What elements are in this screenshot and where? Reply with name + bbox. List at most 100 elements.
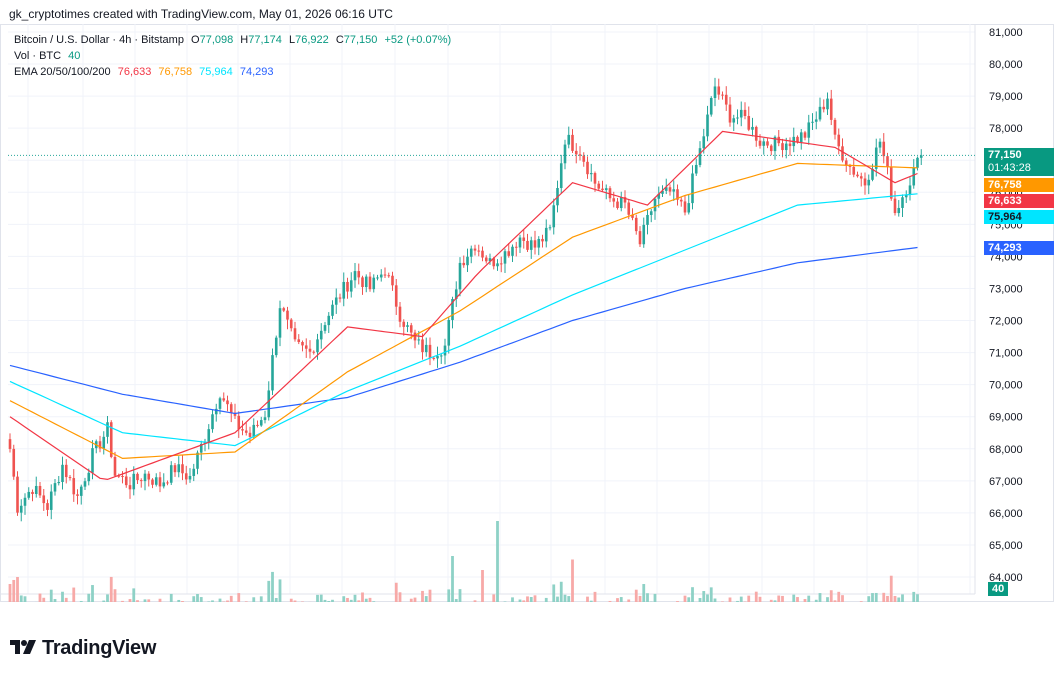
candle-body bbox=[151, 479, 154, 485]
ema20-line bbox=[9, 130, 918, 481]
candle-body bbox=[537, 238, 541, 248]
volume-bar bbox=[829, 590, 833, 602]
volume-bar bbox=[814, 599, 818, 602]
ema-label[interactable]: EMA 20/50/100/200 bbox=[14, 66, 111, 78]
volume-bar bbox=[331, 599, 334, 602]
candle-body bbox=[432, 357, 436, 359]
candle-body bbox=[691, 173, 694, 204]
candle-body bbox=[27, 491, 31, 498]
volume-bar bbox=[169, 593, 173, 602]
volume-bar bbox=[901, 594, 904, 602]
tradingview-logo-icon bbox=[10, 639, 36, 654]
volume-bar bbox=[181, 601, 184, 602]
candle-body bbox=[728, 104, 732, 123]
candle-body bbox=[274, 337, 278, 356]
candle-body bbox=[199, 443, 203, 453]
candle-body bbox=[507, 251, 511, 256]
candle-body bbox=[773, 136, 777, 152]
volume-bar bbox=[79, 600, 83, 602]
candle-body bbox=[818, 106, 822, 120]
volume-bar bbox=[451, 556, 454, 602]
candle-body bbox=[136, 473, 139, 481]
low-key: L bbox=[288, 34, 296, 46]
candle-body bbox=[181, 464, 184, 474]
candle-body bbox=[916, 157, 919, 168]
candle-body bbox=[886, 156, 889, 167]
candle-body bbox=[372, 277, 376, 290]
volume-label[interactable]: Vol · BTC bbox=[14, 50, 62, 62]
volume-bar bbox=[364, 598, 368, 602]
candle-body bbox=[139, 480, 143, 482]
candle-body bbox=[518, 237, 522, 248]
volume-bar bbox=[413, 597, 417, 602]
candle-body bbox=[492, 258, 496, 267]
candle-body bbox=[747, 116, 751, 130]
candle-body bbox=[496, 263, 499, 267]
candle-body bbox=[233, 412, 237, 416]
volume-bar bbox=[271, 571, 274, 602]
volume-bar bbox=[747, 595, 751, 602]
ema50-value: 76,758 bbox=[158, 66, 193, 78]
candle-body bbox=[259, 420, 263, 426]
candle-body bbox=[657, 193, 661, 199]
volume-bar bbox=[634, 589, 638, 602]
volume-bar bbox=[147, 599, 151, 602]
candle-body bbox=[593, 173, 597, 184]
candle-body bbox=[357, 271, 361, 278]
tradingview-brand[interactable]: TradingView bbox=[10, 637, 156, 660]
ema100-line bbox=[9, 193, 918, 447]
candle-body bbox=[784, 143, 788, 151]
price-chart[interactable]: 81,00080,00079,00078,00077,00076,00075,0… bbox=[0, 24, 1054, 602]
volume-bar bbox=[267, 580, 271, 602]
last-price-tag: 77,150 01:43:28 bbox=[984, 148, 1054, 176]
candle-body bbox=[406, 325, 409, 327]
y-tick-label: 79,000 bbox=[989, 91, 1023, 103]
candle-body bbox=[514, 246, 518, 248]
candle-body bbox=[402, 321, 406, 327]
candle-body bbox=[214, 408, 218, 415]
candle-body bbox=[248, 432, 252, 437]
close-key: C bbox=[335, 34, 344, 46]
volume-bar bbox=[454, 599, 458, 602]
candle-body bbox=[286, 310, 289, 320]
volume-bar bbox=[143, 599, 147, 602]
candle-body bbox=[376, 277, 379, 279]
y-tick-label: 69,000 bbox=[989, 412, 1023, 424]
symbol-name[interactable]: Bitcoin / U.S. Dollar · 4h · Bitstamp bbox=[14, 34, 184, 46]
ema100-tag: 75,964 bbox=[984, 210, 1054, 224]
candle-body bbox=[739, 109, 743, 118]
volume-bar bbox=[687, 597, 691, 602]
candle-body bbox=[68, 477, 72, 479]
candle-body bbox=[807, 122, 811, 138]
volume-bar bbox=[192, 596, 196, 602]
volume-bar bbox=[736, 600, 739, 602]
candle-body bbox=[346, 281, 349, 292]
candle-body bbox=[844, 160, 848, 166]
candle-body bbox=[31, 491, 34, 494]
volume-bar bbox=[874, 592, 878, 602]
volume-bar bbox=[807, 595, 811, 602]
candle-body bbox=[563, 144, 567, 164]
candle-body bbox=[481, 250, 484, 258]
candle-body bbox=[267, 390, 271, 418]
volume-bar bbox=[728, 597, 732, 602]
candle-body bbox=[589, 173, 593, 175]
candle-body bbox=[222, 398, 226, 401]
y-tick-label: 81,000 bbox=[989, 27, 1023, 39]
candle-body bbox=[207, 429, 211, 442]
volume-bar bbox=[8, 584, 12, 602]
volume-bar bbox=[458, 589, 462, 602]
candle-body bbox=[252, 424, 256, 437]
y-tick-label: 64,000 bbox=[989, 572, 1023, 584]
candle-body bbox=[102, 436, 106, 449]
candle-body bbox=[912, 167, 916, 186]
candle-body bbox=[814, 119, 818, 122]
candle-body bbox=[323, 325, 327, 331]
volume-bar bbox=[721, 601, 724, 602]
volume-bar bbox=[616, 598, 619, 602]
volume-bar bbox=[781, 595, 784, 602]
volume-bar bbox=[252, 597, 256, 602]
volume-bar bbox=[447, 589, 451, 602]
volume-bar bbox=[709, 587, 713, 602]
candle-body bbox=[859, 176, 863, 179]
